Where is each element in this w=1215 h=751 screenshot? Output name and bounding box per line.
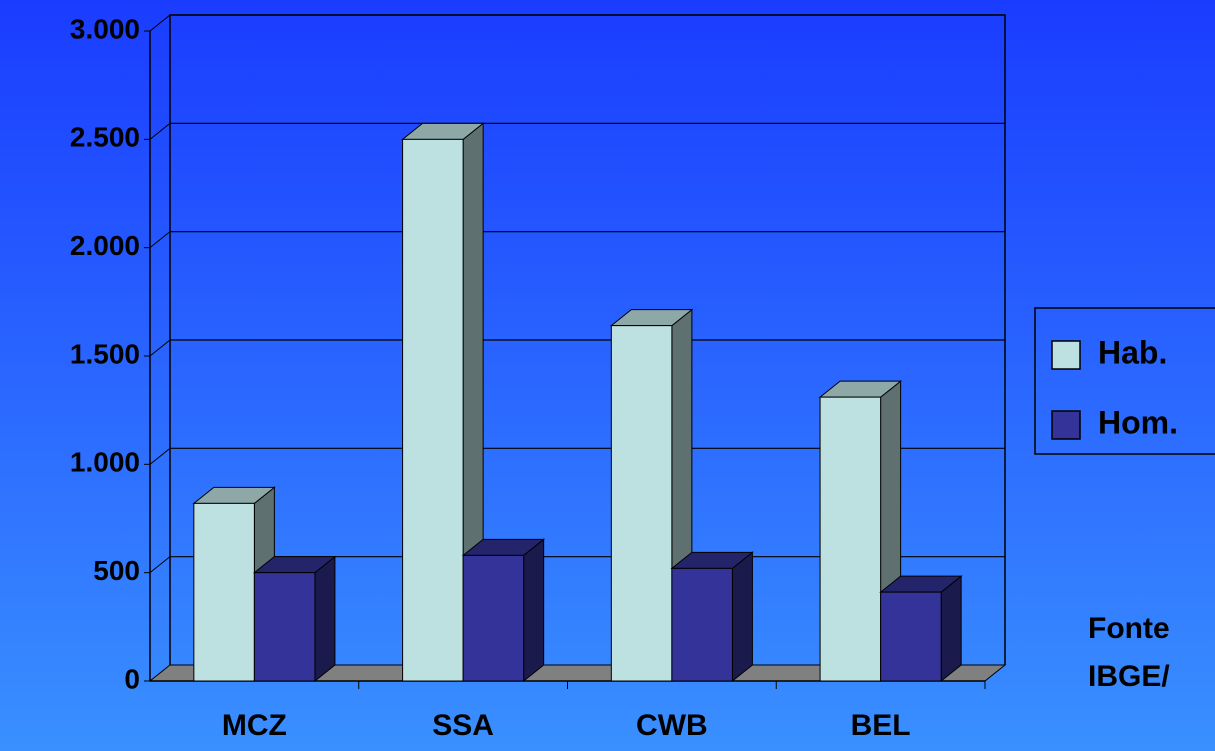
x-tick-label: CWB	[636, 709, 708, 742]
side-grid	[149, 231, 171, 249]
bar	[252, 555, 337, 683]
x-tick-label: SSA	[432, 709, 494, 742]
annotation: IBGE/	[1088, 660, 1170, 693]
side-grid	[149, 447, 171, 465]
legend-swatch	[1051, 410, 1081, 440]
side-grid	[149, 339, 171, 357]
legend-box	[1034, 307, 1215, 455]
bar-face	[314, 555, 336, 683]
side-grid	[149, 14, 171, 32]
y-tick-label: 1.500	[70, 338, 140, 369]
bar	[461, 538, 546, 683]
bar	[401, 122, 485, 683]
annotation: Fonte	[1088, 612, 1170, 645]
y-tick-label: 3.000	[70, 13, 140, 44]
y-tick-label: 1.000	[70, 447, 140, 478]
side-grid	[149, 556, 171, 574]
bar	[670, 551, 754, 683]
bar-face	[940, 575, 962, 683]
bar-face	[819, 396, 882, 682]
bar-face	[523, 538, 545, 683]
legend-label: Hab.	[1098, 334, 1167, 370]
y-tick-label: 2.000	[70, 230, 140, 261]
bar-face	[462, 554, 525, 682]
y-tick-label: 2.500	[70, 122, 140, 153]
bar-face	[731, 551, 753, 683]
y-tick-label: 500	[93, 555, 140, 586]
bar-face	[880, 591, 942, 682]
x-tick-label: BEL	[851, 709, 911, 742]
legend-swatch	[1051, 340, 1081, 370]
x-tick-label: MCZ	[222, 709, 287, 742]
bar-face	[253, 572, 316, 682]
bar-face	[193, 502, 255, 682]
y-tick-label: 0	[124, 663, 140, 694]
bar	[879, 575, 963, 683]
bar-face	[610, 325, 673, 682]
bar-face	[671, 567, 733, 682]
side-grid	[149, 122, 171, 140]
bar-face	[402, 138, 464, 682]
legend-label: Hom.	[1098, 404, 1178, 440]
